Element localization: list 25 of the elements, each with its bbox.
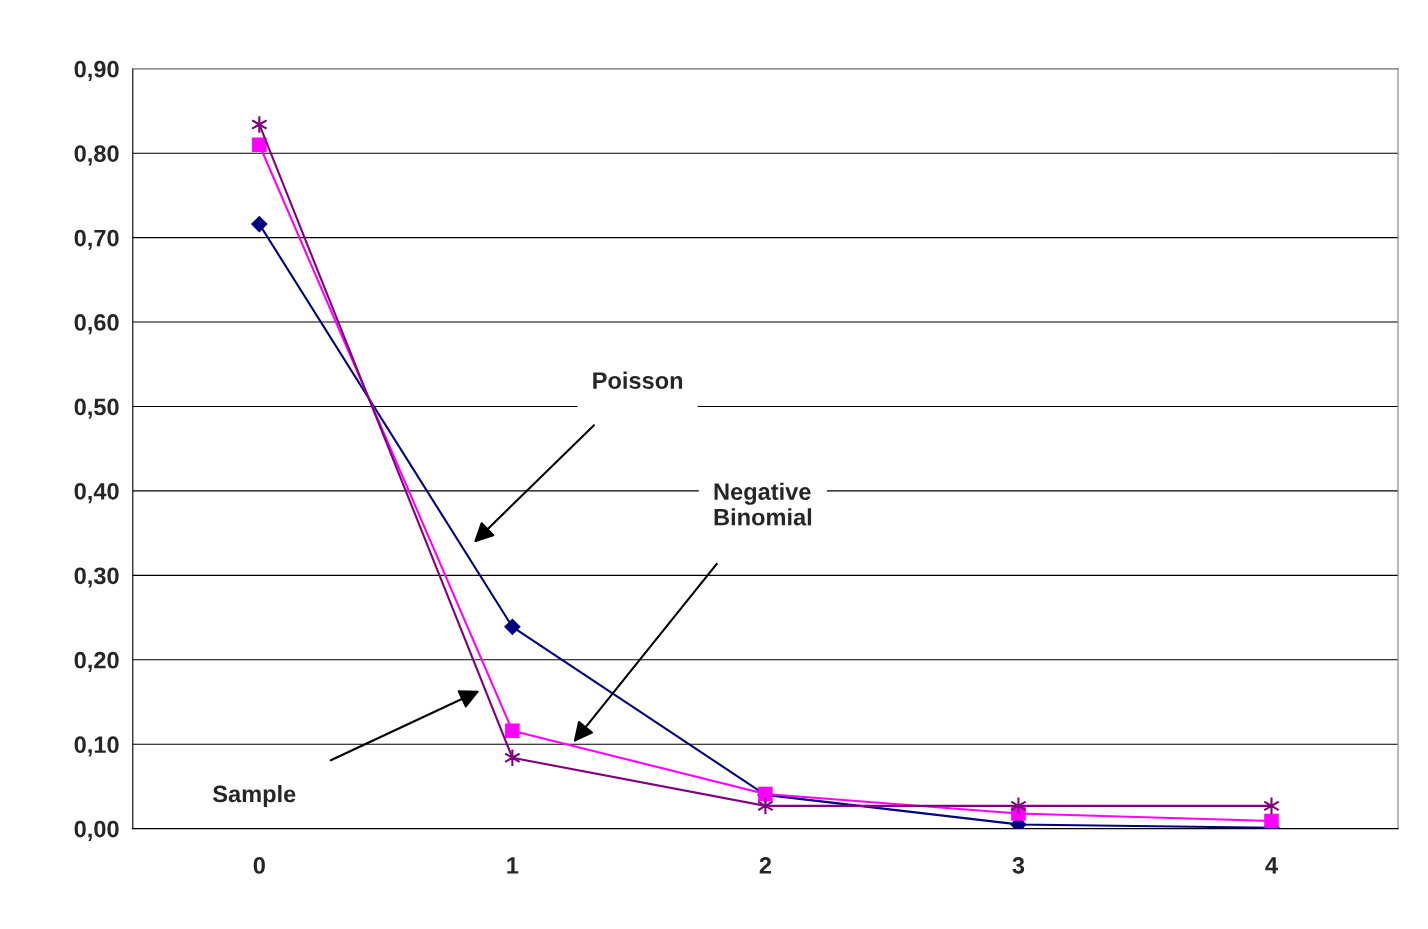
point bbox=[1263, 796, 1280, 816]
y-tick-label: 0,70 bbox=[74, 229, 119, 250]
point bbox=[505, 723, 520, 739]
x-tick-label: 2 bbox=[759, 857, 772, 874]
annotation: Poisson bbox=[593, 371, 683, 389]
y-tick-label: 0,40 bbox=[74, 482, 119, 504]
annotation: Negative Binomial bbox=[714, 482, 812, 526]
y-tick-label: 0,80 bbox=[74, 145, 119, 166]
point bbox=[504, 748, 521, 768]
point bbox=[252, 137, 267, 153]
x-tick-label: 3 bbox=[1012, 857, 1025, 874]
annotation: Sample bbox=[212, 784, 296, 807]
y-tick-label: 0,20 bbox=[74, 651, 119, 673]
y-tick-label: 0,60 bbox=[74, 314, 119, 335]
x-tick-label: 0 bbox=[253, 857, 265, 874]
x-tick-label: 1 bbox=[507, 857, 519, 874]
y-tick-label: 0,10 bbox=[74, 736, 119, 757]
y-tick-label: 0,90 bbox=[74, 60, 119, 81]
y-tick-label: 0,30 bbox=[74, 567, 119, 588]
point bbox=[1264, 813, 1279, 829]
x-tick-label: 4 bbox=[1265, 857, 1278, 874]
y-tick-label: 0,50 bbox=[74, 398, 119, 419]
y-tick-label: 0,00 bbox=[74, 820, 119, 841]
point bbox=[504, 618, 521, 635]
point bbox=[251, 216, 268, 233]
